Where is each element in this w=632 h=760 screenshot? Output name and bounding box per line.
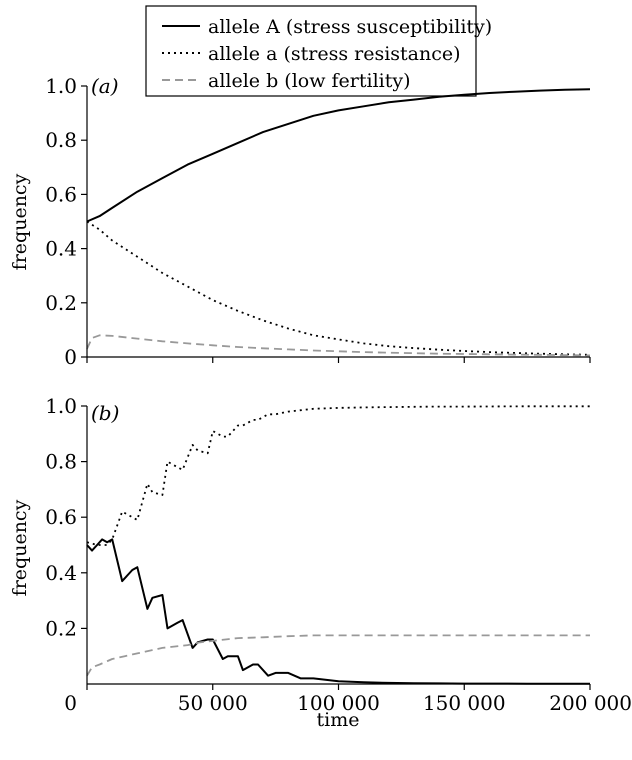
panel-a-y-tick-label: 0.4	[45, 237, 77, 261]
panel-b-y-tick-label: 0.8	[45, 450, 77, 474]
panel-a-series-allele-a	[86, 220, 591, 356]
panel-b-ticks: 0.2 0.4 0.6 0.8 1.0 0 50 000 100 000 150 000 200 …	[45, 394, 632, 715]
panel-b-x-tick-label: 0	[64, 691, 77, 715]
panel-b-series-allele-a-upper	[86, 538, 590, 685]
panel-a-series-allele-a-upper	[86, 88, 591, 223]
panel-a-series-allele-b	[86, 334, 591, 357]
legend: allele A (stress susceptibility) allele …	[145, 5, 492, 97]
panel-b-y-tick-label: 0.2	[45, 616, 77, 640]
panel-a-y-axis-title: frequency	[9, 173, 31, 270]
panel-b-x-tick-label: 150 000	[423, 691, 506, 715]
panel-a-y-tick-label: 1.0	[45, 74, 77, 98]
legend-box	[145, 5, 477, 97]
panel-a-y-tick-label: 0.6	[45, 182, 77, 206]
panel-b-series-allele-a	[86, 405, 590, 546]
panel-a-y-tick-label: 0.8	[45, 128, 77, 152]
panel-a-label: (a)	[91, 74, 119, 98]
panel-b-series-allele-b	[86, 634, 590, 677]
panel-a: 0 0.2 0.4 0.6 0.8 1.0 (a) frequency	[9, 74, 591, 369]
panel-b-x-tick-label: 200 000	[549, 691, 632, 715]
panel-b-x-tick-label: 100 000	[297, 691, 380, 715]
panel-b-y-tick-label: 1.0	[45, 394, 77, 418]
legend-label-allele-b: allele b (low fertility)	[208, 70, 411, 92]
panel-b-y-tick-label: 0.4	[45, 561, 77, 585]
panel-b-lines	[86, 405, 590, 685]
legend-label-allele-a: allele a (stress resistance)	[208, 43, 461, 65]
panel-b-y-axis-title: frequency	[9, 499, 31, 596]
panel-b-y-tick-label: 0.6	[45, 505, 77, 529]
panel-a-y-tick-label: 0.2	[45, 291, 77, 315]
panel-b-x-axis-title: time	[317, 709, 360, 731]
legend-label-allele-A: allele A (stress susceptibility)	[208, 16, 492, 38]
panel-a-lines	[86, 88, 591, 357]
panel-b: 0.2 0.4 0.6 0.8 1.0 0 50 000 100 000 150 000 200 …	[9, 394, 632, 731]
panel-a-y-tick-label: 0	[64, 345, 77, 369]
panel-b-x-tick-label: 50 000	[178, 691, 248, 715]
panel-b-label: (b)	[91, 401, 119, 425]
panel-a-ticks: 0 0.2 0.4 0.6 0.8 1.0	[45, 74, 591, 369]
